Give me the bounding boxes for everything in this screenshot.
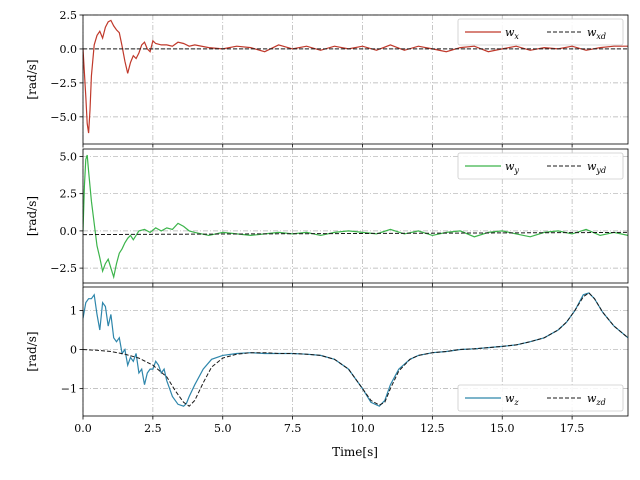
- y-tick-label: 0.0: [60, 43, 78, 56]
- series-group: [83, 154, 628, 280]
- legend: wx wxd: [457, 18, 624, 46]
- x-tick-label: 17.5: [560, 422, 585, 435]
- x-tick-label: 7.5: [284, 422, 302, 435]
- x-tick-label: 12.5: [420, 422, 445, 435]
- legend-box: [457, 18, 624, 46]
- series-group: [83, 19, 628, 134]
- series-line-wyd: [83, 231, 628, 236]
- y-tick-label: 1: [70, 304, 77, 317]
- legend-box: [457, 152, 624, 180]
- y-axis-label: [rad/s]: [25, 196, 39, 236]
- y-tick-label: 2.5: [60, 188, 78, 201]
- series-line-wx: [83, 19, 628, 134]
- y-tick-label: 0: [70, 344, 77, 357]
- y-tick-label: 5.0: [60, 150, 78, 163]
- axes-frame: [82, 14, 629, 145]
- y-tick-label: −2.5: [50, 77, 77, 90]
- axes-frame: [82, 148, 629, 284]
- series-line-wzd: [83, 292, 628, 407]
- y-tick-label: −5.0: [50, 111, 77, 124]
- x-tick-label: 5.0: [214, 422, 232, 435]
- x-tick-label: 0.0: [74, 422, 92, 435]
- subplot-wx: 2.5 0.0 −2.5 −5.0 [rad/s] wx wxd: [25, 9, 629, 148]
- legend-label-wz: wz: [505, 392, 519, 407]
- x-axis-label: Time[s]: [332, 445, 378, 459]
- axes-frame: [82, 286, 629, 417]
- legend-label-wx: wx: [505, 26, 519, 41]
- legend-label-wzd: wzd: [587, 392, 606, 407]
- x-tick-label: 2.5: [144, 422, 162, 435]
- legend-label-wxd: wxd: [587, 26, 606, 41]
- x-tick-label: 10.0: [350, 422, 375, 435]
- legend-label-wyd: wyd: [587, 160, 606, 175]
- y-tick-label: 0.0: [60, 225, 78, 238]
- legend: wy wyd: [457, 152, 624, 180]
- y-tick-label: 2.5: [60, 9, 78, 22]
- x-tick-label: 15.0: [490, 422, 515, 435]
- legend-box: [457, 384, 624, 412]
- legend-label-wy: wy: [505, 160, 519, 175]
- y-tick-label: −2.5: [50, 262, 77, 275]
- legend: wz wzd: [457, 384, 624, 412]
- y-tick-label: −1: [61, 383, 77, 396]
- series-line-wy: [83, 154, 628, 280]
- subplot-wy: 5.0 2.5 0.0 −2.5 [rad/s] wy wyd: [25, 148, 629, 287]
- series-group: [83, 292, 628, 407]
- y-axis-label: [rad/s]: [25, 331, 39, 371]
- subplot-wz: 1 0 −1 0.0 2.5 5.0 7.5 10.0 12.5 15.0 17.5 [rad/s] w…: [25, 286, 629, 435]
- y-axis-label: [rad/s]: [25, 59, 39, 99]
